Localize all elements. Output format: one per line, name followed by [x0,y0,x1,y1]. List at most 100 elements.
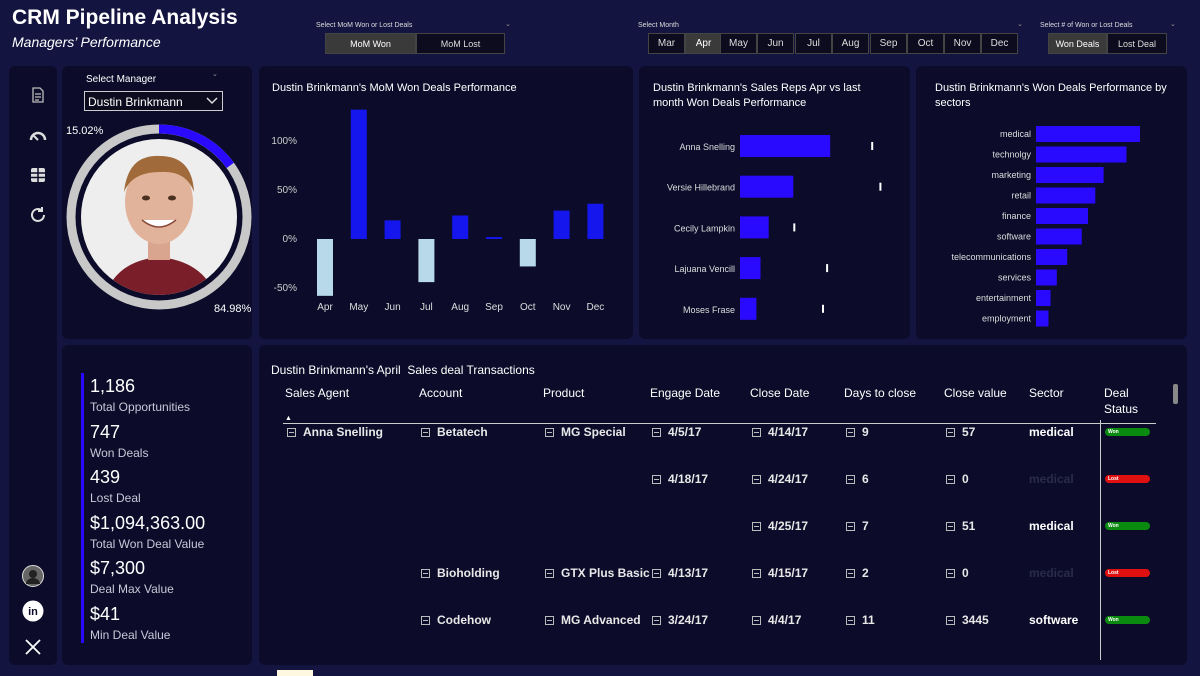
collapse-icon[interactable] [846,475,855,484]
collapse-icon[interactable] [652,616,661,625]
col-close-date[interactable]: Close Date [750,386,810,400]
cell-close[interactable]: 4/25/17 [752,519,808,533]
report-icon[interactable] [29,86,47,104]
collapse-icon[interactable] [946,475,955,484]
grid-icon[interactable] [29,166,47,184]
collapse-icon[interactable] [421,428,430,437]
refresh-icon[interactable] [29,206,47,224]
x-icon[interactable] [22,636,44,658]
collapse-icon[interactable] [752,569,761,578]
cell-value[interactable]: 51 [946,519,975,533]
cell-agent[interactable]: Anna Snelling [287,425,383,439]
bar-may[interactable] [350,109,367,239]
collapse-icon[interactable] [946,428,955,437]
col-deal-status-2[interactable]: Status [1104,402,1139,416]
month-button-aug[interactable]: Aug [832,33,869,54]
bar-jun[interactable] [384,220,401,239]
cell-engage[interactable]: 4/18/17 [652,472,708,486]
bar-nov[interactable] [553,210,570,239]
cell-value[interactable]: 57 [946,425,975,439]
rep-bar[interactable] [740,135,831,157]
collapse-icon[interactable] [846,522,855,531]
collapse-icon[interactable] [752,428,761,437]
cell-account[interactable]: Betatech [421,425,488,439]
sort-asc-icon[interactable]: ▲ [285,415,292,422]
cell-close[interactable]: 4/24/17 [752,472,808,486]
cell-close[interactable]: 4/14/17 [752,425,808,439]
gauge-icon[interactable] [29,126,47,144]
chevron-down-icon[interactable]: ⌄ [505,21,511,28]
lost-deal-button[interactable]: Lost Deal [1107,33,1167,54]
bar-oct[interactable] [519,239,536,267]
month-button-may[interactable]: May [720,33,757,54]
linkedin-icon[interactable]: in [22,600,44,622]
col-product[interactable]: Product [543,386,585,400]
collapse-icon[interactable] [652,475,661,484]
cell-days[interactable]: 7 [846,519,869,533]
collapse-icon[interactable] [652,569,661,578]
cell-close[interactable]: 4/15/17 [752,566,808,580]
col-days-to-close[interactable]: Days to close [844,386,917,400]
bar-apr[interactable] [317,239,333,296]
col-sector[interactable]: Sector [1029,386,1064,400]
month-button-jun[interactable]: Jun [757,33,794,54]
sector-bar[interactable] [1036,126,1140,142]
col-engage-date[interactable]: Engage Date [650,386,721,400]
chevron-down-icon[interactable]: ⌄ [212,71,218,78]
collapse-icon[interactable] [752,616,761,625]
cell-value[interactable]: 3445 [946,613,989,627]
month-button-apr[interactable]: Apr [685,33,722,54]
month-button-jul[interactable]: Jul [795,33,832,54]
chevron-down-icon[interactable]: ⌄ [1017,21,1023,28]
bar-jul[interactable] [418,239,435,283]
month-button-oct[interactable]: Oct [907,33,944,54]
collapse-icon[interactable] [846,616,855,625]
collapse-icon[interactable] [946,522,955,531]
cell-engage[interactable]: 3/24/17 [652,613,708,627]
mom-lost-button[interactable]: MoM Lost [416,33,505,54]
collapse-icon[interactable] [752,475,761,484]
cell-engage[interactable]: 4/13/17 [652,566,708,580]
col-close-value[interactable]: Close value [944,386,1007,400]
cell-account[interactable]: Bioholding [421,566,500,580]
cell-account[interactable]: Codehow [421,613,491,627]
col-account[interactable]: Account [419,386,463,400]
sector-bar[interactable] [1036,146,1127,163]
won-deals-button[interactable]: Won Deals [1048,33,1107,54]
collapse-icon[interactable] [946,569,955,578]
sector-bar[interactable] [1036,228,1082,245]
cell-days[interactable]: 9 [846,425,869,439]
collapse-icon[interactable] [545,616,554,625]
collapse-icon[interactable] [287,428,296,437]
avatar-icon[interactable] [22,565,44,587]
cell-close[interactable]: 4/4/17 [752,613,801,627]
cell-engage[interactable]: 4/5/17 [652,425,701,439]
collapse-icon[interactable] [421,616,430,625]
rep-bar[interactable] [740,175,794,198]
cell-value[interactable]: 0 [946,566,969,580]
bar-aug[interactable] [452,215,469,239]
bar-dec[interactable] [587,203,604,239]
rep-bar[interactable] [740,216,769,239]
month-button-nov[interactable]: Nov [944,33,981,54]
sector-bar[interactable] [1036,310,1049,327]
collapse-icon[interactable] [946,616,955,625]
sector-bar[interactable] [1036,187,1096,204]
collapse-icon[interactable] [846,569,855,578]
sector-bar[interactable] [1036,249,1068,265]
collapse-icon[interactable] [545,428,554,437]
chevron-down-icon[interactable]: ⌄ [1170,21,1176,28]
collapse-icon[interactable] [545,569,554,578]
cell-days[interactable]: 6 [846,472,869,486]
rep-bar[interactable] [740,297,757,320]
cell-days[interactable]: 11 [846,613,875,627]
cell-days[interactable]: 2 [846,566,869,580]
collapse-icon[interactable] [846,428,855,437]
cell-product[interactable]: GTX Plus Basic [545,566,650,580]
collapse-icon[interactable] [752,522,761,531]
month-button-dec[interactable]: Dec [981,33,1018,54]
mom-won-button[interactable]: MoM Won [325,33,416,54]
cell-value[interactable]: 0 [946,472,969,486]
cell-product[interactable]: MG Advanced [545,613,641,627]
col-deal-status-1[interactable]: Deal [1104,386,1129,400]
